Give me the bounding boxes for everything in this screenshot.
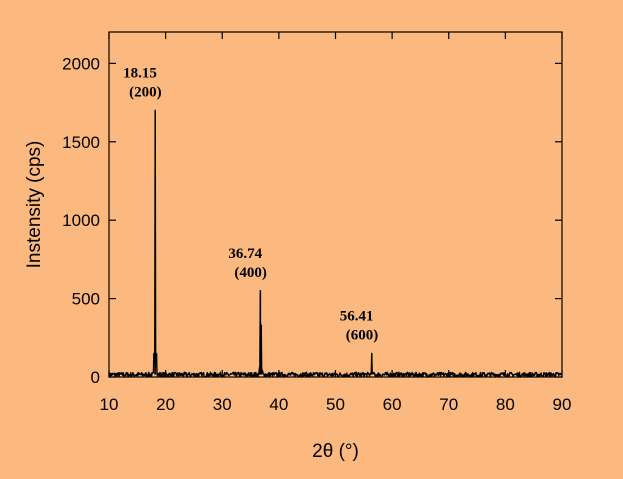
y-tick-label: 2000: [62, 54, 100, 73]
peak-labels: 18.15 (200) 36.74 (400) 56.41 (600): [123, 65, 378, 343]
peak-hkl-label: (400): [234, 265, 267, 281]
peak-value-label: 56.41: [340, 308, 374, 324]
x-tick-label: 30: [213, 395, 232, 414]
y-axis-title: Instensity (cps): [24, 141, 45, 269]
peak-value-label: 18.15: [123, 65, 157, 81]
y-tick-label: 500: [72, 290, 100, 309]
x-tick-label: 50: [326, 395, 345, 414]
peak-value-label: 36.74: [228, 246, 262, 262]
plot-frame: [108, 31, 563, 378]
xrd-spectrum-line: [108, 109, 563, 378]
x-tick-label: 40: [269, 395, 288, 414]
peak-hkl-label: (600): [346, 327, 379, 343]
peak-hkl-label: (200): [129, 84, 162, 100]
ticks-layer: 10 20 30 40 50 60 70 80 90 0 500 1000 1500 2000: [62, 32, 571, 414]
x-tick-label: 70: [439, 395, 458, 414]
y-tick-label: 1500: [62, 133, 100, 152]
x-tick-label: 10: [100, 395, 119, 414]
y-tick-label: 1000: [62, 211, 100, 230]
y-tick-label: 0: [91, 368, 100, 387]
x-axis-title: 2θ (°): [312, 441, 359, 462]
x-tick-label: 60: [383, 395, 402, 414]
x-tick-label: 20: [156, 395, 175, 414]
x-tick-label: 90: [553, 395, 572, 414]
x-tick-label: 80: [496, 395, 515, 414]
